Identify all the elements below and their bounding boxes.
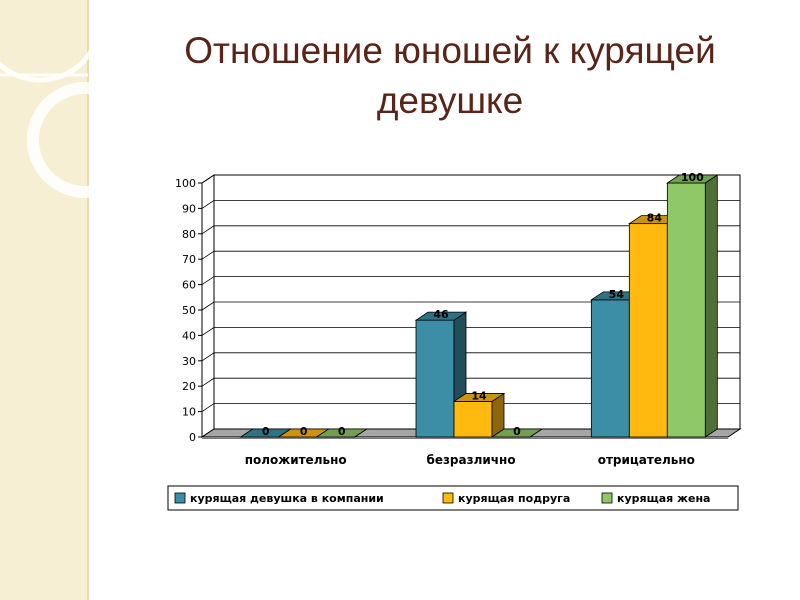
y-tick-label: 60 <box>182 279 196 292</box>
gridline <box>201 403 740 412</box>
bar-front <box>628 223 668 438</box>
gridline <box>201 352 740 362</box>
y-tick-label: 80 <box>182 228 196 241</box>
bar <box>490 428 544 438</box>
bar-top <box>414 311 468 321</box>
gridline <box>201 377 740 387</box>
y-tick-label: 40 <box>182 329 196 342</box>
bar-front <box>415 319 455 438</box>
legend-swatch <box>601 492 613 504</box>
bar <box>315 428 368 438</box>
y-tick-label: 10 <box>182 406 196 419</box>
y-tick-label: 100 <box>175 177 196 190</box>
gridline <box>201 326 740 336</box>
legend-label: курящая девушка в компании <box>190 492 384 505</box>
data-label: 46 <box>433 308 449 321</box>
slide-title: Отношение юношей к курящей девушке <box>100 26 800 126</box>
bar-front <box>666 182 706 438</box>
y-tick-label: 0 <box>189 431 196 444</box>
bar <box>452 392 506 438</box>
y-axis-tick-labels: 0 10 20 30 40 50 60 70 80 90 100 <box>175 177 203 444</box>
category-label: отрицательно <box>598 453 695 467</box>
legend-item: курящая девушка в компании <box>174 492 384 505</box>
bar <box>414 311 468 438</box>
legend-label: курящая жена <box>617 492 710 505</box>
bar <box>666 174 719 438</box>
legend-swatch <box>174 492 186 504</box>
gridline <box>201 225 740 235</box>
data-label: 14 <box>471 389 487 402</box>
decorative-circles <box>0 0 143 198</box>
data-label: 84 <box>647 212 663 225</box>
data-label: 100 <box>681 171 704 184</box>
slide-title-line-2: девушке <box>376 80 524 121</box>
y-tick-label: 50 <box>182 304 196 317</box>
y-tick-label: 20 <box>182 380 196 393</box>
chart-data-labels: 0 0 0 46 14 0 54 84 100 <box>262 171 704 438</box>
chart-legend: курящая девушка в компании курящая подруг… <box>167 485 739 511</box>
gridline <box>201 174 740 184</box>
bar-side <box>704 174 718 438</box>
category-label: положительно <box>245 453 347 467</box>
gridline <box>201 276 740 285</box>
bar-front <box>453 401 493 438</box>
data-label: 0 <box>300 425 308 438</box>
y-tick-label: 30 <box>182 355 196 368</box>
gridline <box>201 250 740 260</box>
legend-item: курящая подруга <box>442 492 570 505</box>
bar-front <box>590 299 630 438</box>
x-axis-category-labels: положительно безразлично отрицательно <box>245 453 695 467</box>
category-label: безразлично <box>426 453 515 467</box>
slide-title-line-1: Отношение юношей к курящей <box>184 30 716 71</box>
gridline <box>201 301 740 311</box>
bar-top <box>452 393 506 402</box>
legend-label: курящая подруга <box>458 492 570 505</box>
y-tick-label: 90 <box>182 202 196 215</box>
gridline <box>201 199 740 209</box>
legend-swatch <box>442 492 454 504</box>
bar-top <box>666 174 719 184</box>
chart-bars <box>239 174 719 438</box>
data-label: 0 <box>338 425 346 438</box>
data-label: 54 <box>609 288 625 301</box>
bar-top <box>315 428 368 438</box>
data-label: 0 <box>513 425 521 438</box>
legend-item: курящая жена <box>601 492 710 505</box>
data-label: 0 <box>262 425 270 438</box>
y-tick-label: 70 <box>182 253 196 266</box>
bar-top <box>490 428 544 438</box>
chart-floor-edge <box>202 437 728 439</box>
